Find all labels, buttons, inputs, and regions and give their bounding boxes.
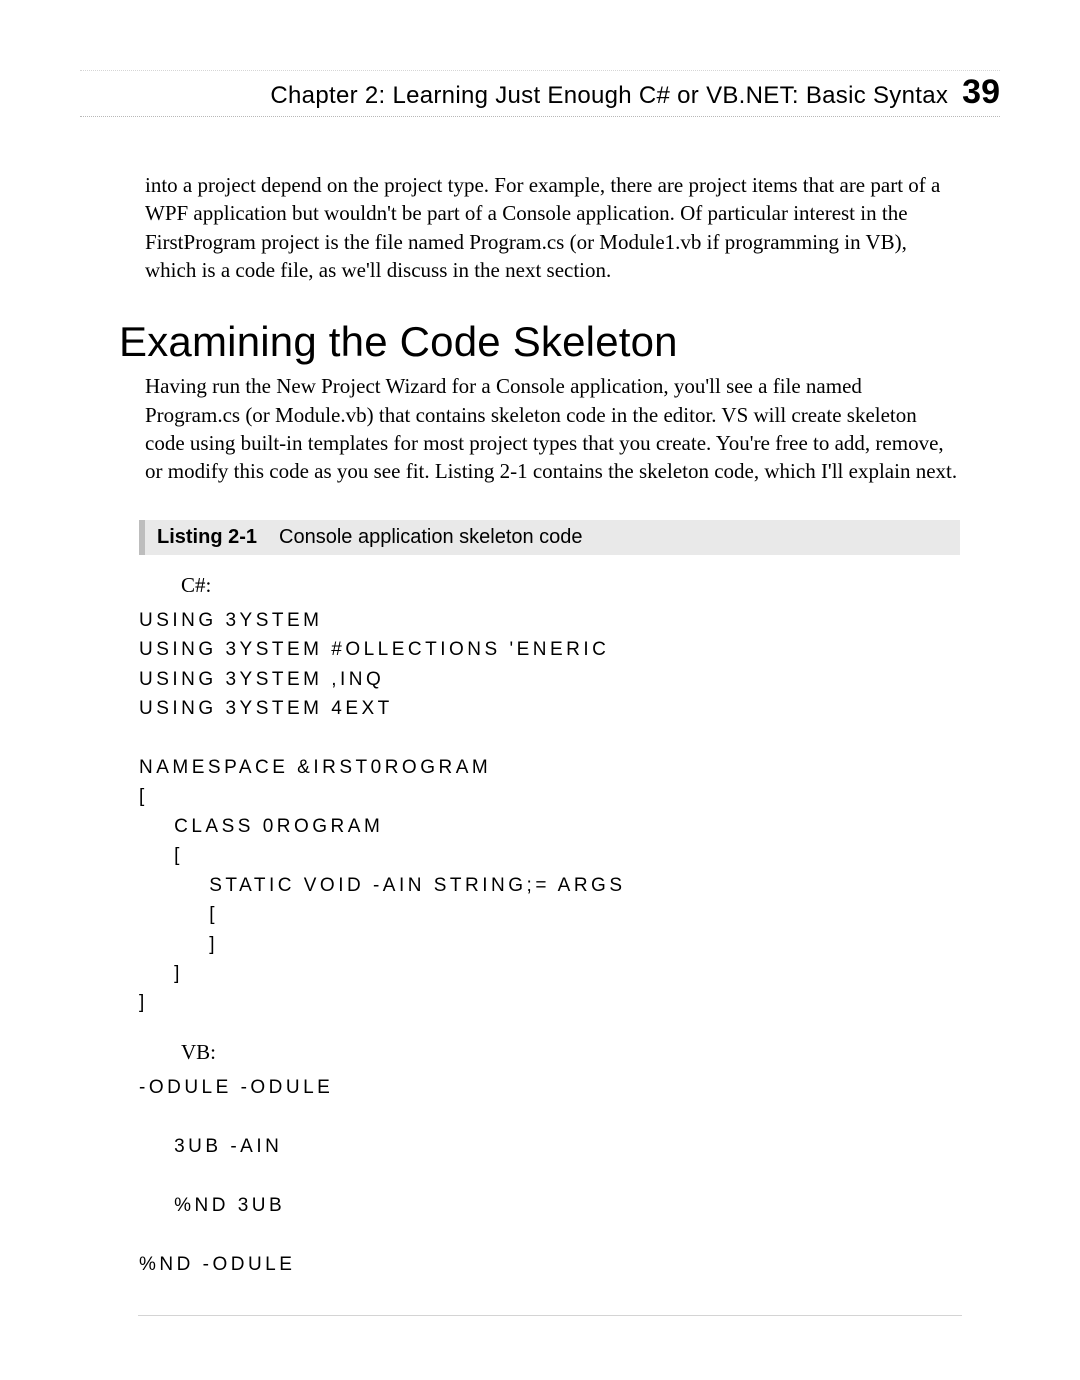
chapter-title: Chapter 2: Learning Just Enough C# or VB… bbox=[270, 82, 948, 110]
page: Chapter 2: Learning Just Enough C# or VB… bbox=[0, 0, 1080, 1380]
section-heading: Examining the Code Skeleton bbox=[119, 318, 960, 366]
intro-paragraph: into a project depend on the project typ… bbox=[145, 171, 960, 284]
footer-rule bbox=[138, 1315, 962, 1316]
section-paragraph: Having run the New Project Wizard for a … bbox=[145, 372, 960, 485]
csharp-lang-label: C#: bbox=[181, 573, 960, 598]
listing-header: Listing 2-1 Console application skeleton… bbox=[139, 520, 960, 555]
vb-lang-label: VB: bbox=[181, 1040, 960, 1065]
page-number: 39 bbox=[962, 73, 1000, 112]
listing-caption: Console application skeleton code bbox=[279, 526, 583, 549]
listing-label: Listing 2-1 bbox=[157, 526, 257, 549]
vb-code: -ODULE -ODULE 3UB -AIN %ND 3UB %ND -ODUL… bbox=[139, 1073, 960, 1279]
body-block: into a project depend on the project typ… bbox=[145, 171, 960, 1279]
page-header: Chapter 2: Learning Just Enough C# or VB… bbox=[80, 70, 1000, 117]
csharp-code: USING 3YSTEM USING 3YSTEM #OLLECTIONS 'E… bbox=[139, 606, 960, 1018]
